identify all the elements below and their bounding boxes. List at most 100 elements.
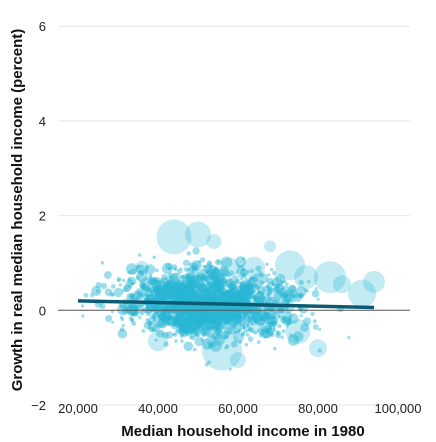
scatter-point [207, 281, 212, 286]
scatter-point [263, 335, 267, 339]
scatter-point [205, 290, 215, 299]
scatter-point [171, 290, 176, 294]
scatter-point [189, 283, 196, 289]
scatter-point [191, 304, 201, 314]
scatter-point [124, 285, 128, 290]
scatter-point [210, 334, 217, 341]
scatter-point [154, 280, 159, 284]
scatter-point [196, 319, 205, 328]
scatter-point [219, 296, 223, 301]
scatter-point [242, 316, 246, 320]
scatter-point [162, 292, 169, 299]
scatter-point [99, 303, 106, 310]
scatter-point [236, 317, 240, 321]
scatter-point [227, 298, 231, 303]
scatter-point [189, 295, 194, 300]
scatter-point [161, 288, 167, 295]
scatter-point-large [206, 234, 222, 250]
scatter-point [216, 285, 222, 292]
scatter-point [144, 269, 148, 273]
scatter-point [201, 287, 214, 300]
scatter-point [182, 291, 186, 295]
scatter-point [166, 290, 170, 294]
scatter-point [190, 321, 201, 332]
scatter-point [304, 288, 308, 292]
scatter-point [214, 275, 220, 281]
scatter-point [175, 298, 179, 302]
scatter-point [199, 296, 203, 301]
scatter-point [164, 286, 171, 293]
scatter-point [234, 284, 240, 290]
scatter-point [174, 339, 178, 343]
scatter-point [195, 332, 200, 337]
scatter-point [243, 273, 247, 277]
scatter-point [258, 296, 266, 303]
scatter-point [192, 289, 197, 294]
scatter-point [260, 274, 264, 278]
scatter-point [177, 326, 188, 337]
scatter-point [161, 292, 165, 296]
scatter-point [190, 304, 195, 309]
scatter-point [173, 316, 180, 323]
scatter-point [225, 290, 230, 295]
scatter-point [203, 327, 207, 332]
scatter-point [178, 293, 183, 298]
scatter-point-large [230, 352, 246, 368]
scatter-point [239, 286, 245, 293]
scatter-point [130, 268, 137, 275]
scatter-point [248, 282, 253, 287]
scatter-point [240, 306, 244, 310]
scatter-point [163, 314, 173, 325]
scatter-point [258, 317, 263, 323]
scatter-point [183, 318, 188, 322]
scatter-point [81, 314, 85, 318]
scatter-point [198, 322, 203, 326]
scatter-point [211, 305, 215, 309]
scatter-point [231, 297, 235, 301]
scatter-point [183, 284, 188, 288]
scatter-point [154, 287, 159, 292]
scatter-point [244, 284, 250, 290]
scatter-point [208, 345, 212, 349]
scatter-point [247, 289, 253, 294]
scatter-point [227, 298, 231, 302]
scatter-point [178, 282, 185, 289]
scatter-point [275, 300, 279, 304]
scatter-point [209, 315, 217, 322]
scatter-point [227, 293, 231, 297]
scatter-point [202, 309, 212, 319]
scatter-point [180, 339, 184, 343]
scatter-point [347, 335, 351, 340]
scatter-point [282, 294, 292, 304]
scatter-point [221, 279, 225, 284]
scatter-point [191, 279, 198, 286]
scatter-point [240, 322, 245, 327]
scatter-point [204, 323, 208, 327]
scatter-point [146, 297, 151, 301]
scatter-point [198, 289, 207, 297]
scatter-point [212, 318, 222, 328]
scatter-point [197, 306, 201, 310]
scatter-point [217, 317, 222, 322]
scatter-point [148, 281, 153, 286]
scatter-point [160, 277, 165, 282]
scatter-point [189, 290, 199, 300]
scatter-point [195, 293, 203, 301]
scatter-point [178, 328, 182, 332]
scatter-point [208, 296, 212, 300]
scatter-point [164, 305, 168, 310]
scatter-points [80, 219, 385, 371]
scatter-point [145, 294, 153, 302]
scatter-point [225, 344, 230, 349]
scatter-point [205, 269, 211, 275]
scatter-point [151, 315, 158, 322]
scatter-point [205, 325, 209, 329]
scatter-point [177, 280, 189, 292]
scatter-point [200, 275, 206, 281]
scatter-point [242, 285, 254, 296]
scatter-point [206, 294, 211, 299]
scatter-point [209, 324, 213, 329]
scatter-point [179, 288, 192, 301]
scatter-point [238, 305, 242, 310]
scatter-point [185, 278, 189, 282]
